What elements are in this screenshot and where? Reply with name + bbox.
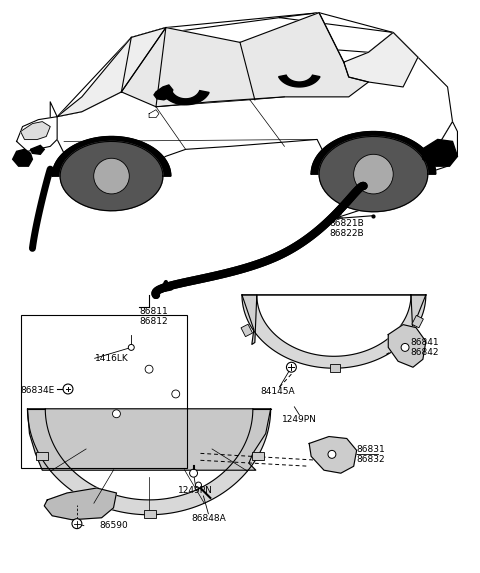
Circle shape xyxy=(190,469,197,477)
Polygon shape xyxy=(60,142,163,211)
Polygon shape xyxy=(52,136,171,176)
Polygon shape xyxy=(278,75,320,87)
Text: 1416LK: 1416LK xyxy=(95,354,129,363)
Text: 1249PN: 1249PN xyxy=(282,415,317,424)
Polygon shape xyxy=(30,146,44,154)
Polygon shape xyxy=(12,150,33,166)
Text: 86811
86812: 86811 86812 xyxy=(139,307,168,326)
Polygon shape xyxy=(242,295,426,368)
Polygon shape xyxy=(27,409,271,515)
Polygon shape xyxy=(242,295,257,344)
Text: 86841
86842: 86841 86842 xyxy=(410,337,439,357)
Bar xyxy=(412,315,423,328)
Circle shape xyxy=(112,410,120,418)
Polygon shape xyxy=(162,91,209,105)
Bar xyxy=(241,324,252,337)
Polygon shape xyxy=(422,139,457,166)
Circle shape xyxy=(328,450,336,458)
Bar xyxy=(252,452,264,460)
Polygon shape xyxy=(57,28,166,117)
Circle shape xyxy=(172,390,180,398)
Polygon shape xyxy=(309,437,357,473)
Circle shape xyxy=(287,362,296,372)
Circle shape xyxy=(63,384,73,394)
Polygon shape xyxy=(44,488,117,520)
Circle shape xyxy=(401,343,409,351)
Text: 86848A: 86848A xyxy=(191,514,226,523)
Circle shape xyxy=(94,158,129,194)
Polygon shape xyxy=(418,121,457,171)
Polygon shape xyxy=(17,117,57,151)
Polygon shape xyxy=(21,121,50,139)
Text: 84145A: 84145A xyxy=(260,387,295,396)
Text: 1249PN: 1249PN xyxy=(178,486,213,495)
Polygon shape xyxy=(311,132,436,174)
Circle shape xyxy=(128,344,134,350)
Text: 86831
86832: 86831 86832 xyxy=(357,445,385,464)
Circle shape xyxy=(145,365,153,373)
Circle shape xyxy=(195,482,202,488)
Bar xyxy=(330,364,340,372)
Polygon shape xyxy=(50,18,453,176)
Polygon shape xyxy=(154,85,173,100)
Polygon shape xyxy=(388,325,426,367)
Polygon shape xyxy=(411,295,426,339)
Polygon shape xyxy=(121,13,369,107)
Circle shape xyxy=(72,519,82,529)
Bar xyxy=(21,315,187,468)
Polygon shape xyxy=(149,110,159,117)
Polygon shape xyxy=(344,33,418,87)
Text: 86590: 86590 xyxy=(100,521,128,530)
Bar xyxy=(144,510,156,518)
Text: 86821B
86822B: 86821B 86822B xyxy=(329,219,364,238)
Bar xyxy=(36,452,48,460)
Circle shape xyxy=(354,154,393,194)
Polygon shape xyxy=(131,13,393,57)
Text: 86834E: 86834E xyxy=(21,386,55,395)
Polygon shape xyxy=(319,136,428,211)
Polygon shape xyxy=(27,409,271,470)
